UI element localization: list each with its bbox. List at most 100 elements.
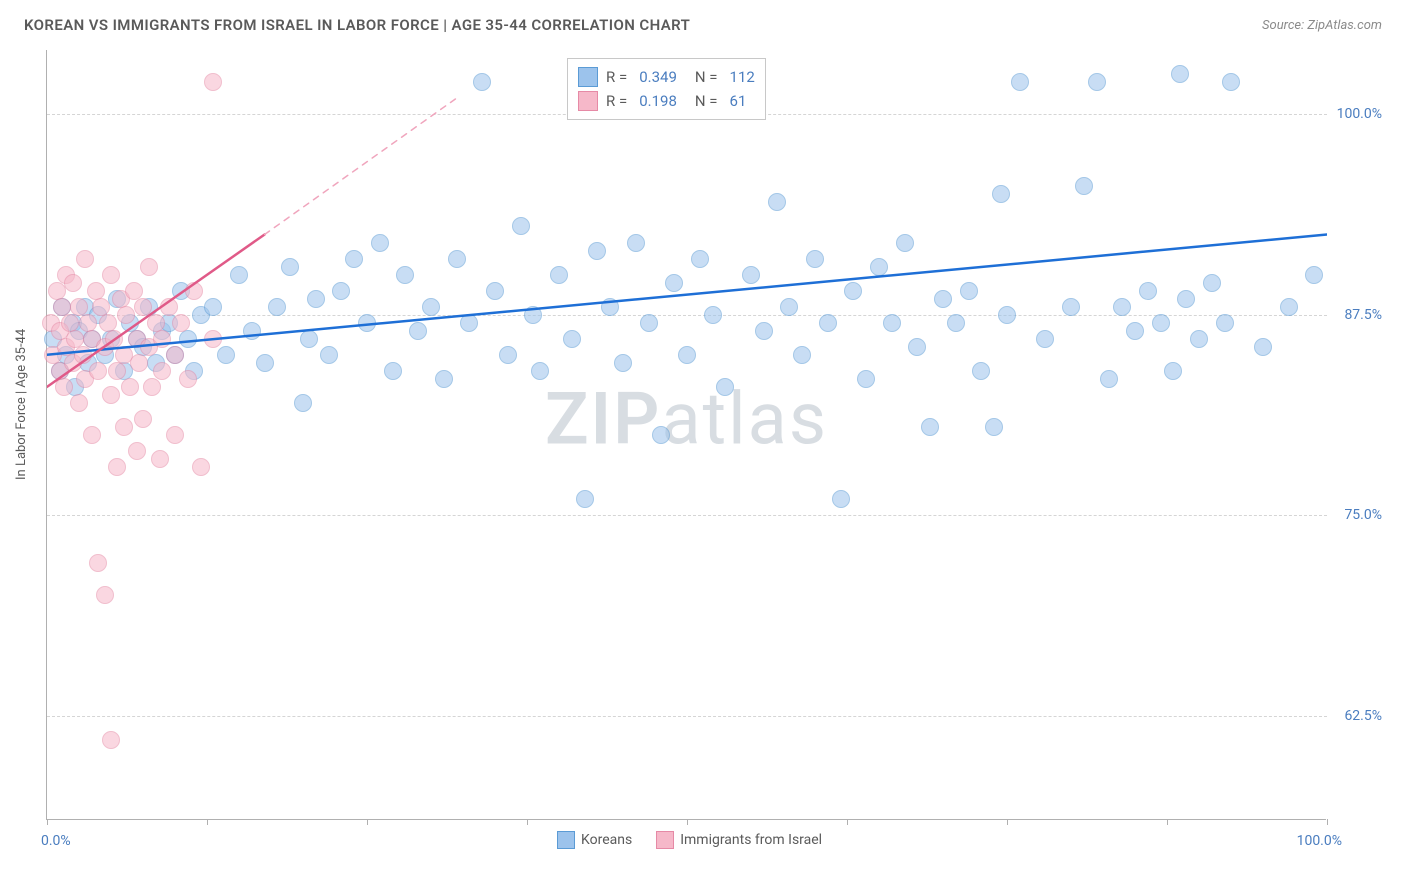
scatter-point: [396, 266, 414, 284]
scatter-point: [627, 234, 645, 252]
scatter-point: [185, 282, 203, 300]
scatter-point: [473, 73, 491, 91]
chart-source: Source: ZipAtlas.com: [1262, 18, 1382, 33]
scatter-point: [1280, 298, 1298, 316]
r-value: 0.349: [639, 68, 677, 86]
scatter-point: [230, 266, 248, 284]
bottom-legend-israel: Immigrants from Israel: [656, 831, 822, 849]
scatter-point: [448, 250, 466, 268]
x-tick: [207, 819, 208, 825]
scatter-point: [524, 306, 542, 324]
scatter-point: [512, 217, 530, 235]
scatter-point: [83, 426, 101, 444]
scatter-point: [345, 250, 363, 268]
scatter-point: [89, 362, 107, 380]
scatter-point: [1011, 73, 1029, 91]
x-tick: [1327, 819, 1328, 825]
scatter-point: [179, 370, 197, 388]
scatter-point: [134, 410, 152, 428]
x-tick: [847, 819, 848, 825]
r-label: R =: [606, 92, 627, 110]
scatter-point: [1164, 362, 1182, 380]
scatter-point: [300, 330, 318, 348]
scatter-point: [1222, 73, 1240, 91]
scatter-point: [130, 354, 148, 372]
chart-title: KOREAN VS IMMIGRANTS FROM ISRAEL IN LABO…: [24, 16, 690, 34]
scatter-point: [172, 314, 190, 332]
scatter-point: [960, 282, 978, 300]
scatter-point: [1305, 266, 1323, 284]
legend-stats-box: R = 0.349 N = 112 R = 0.198 N = 61: [567, 58, 766, 120]
scatter-point: [422, 298, 440, 316]
scatter-point: [883, 314, 901, 332]
scatter-point: [992, 185, 1010, 203]
n-label: N =: [695, 68, 718, 86]
scatter-point: [307, 290, 325, 308]
scatter-point: [102, 266, 120, 284]
scatter-point: [563, 330, 581, 348]
x-axis-end-label: 100.0%: [1297, 833, 1342, 849]
scatter-point: [96, 586, 114, 604]
gridline: [47, 515, 1327, 516]
scatter-point: [678, 346, 696, 364]
chart-header: KOREAN VS IMMIGRANTS FROM ISRAEL IN LABO…: [0, 0, 1406, 42]
scatter-point: [140, 258, 158, 276]
scatter-point: [64, 274, 82, 292]
scatter-point: [985, 418, 1003, 436]
scatter-point: [153, 330, 171, 348]
scatter-point: [1190, 330, 1208, 348]
scatter-point: [934, 290, 952, 308]
scatter-point: [108, 362, 126, 380]
scatter-point: [806, 250, 824, 268]
x-tick: [1167, 819, 1168, 825]
scatter-point: [1100, 370, 1118, 388]
scatter-point: [486, 282, 504, 300]
scatter-point: [151, 450, 169, 468]
scatter-point: [716, 378, 734, 396]
scatter-point: [166, 426, 184, 444]
scatter-point: [870, 258, 888, 276]
y-tick-label: 87.5%: [1330, 307, 1382, 323]
scatter-point: [857, 370, 875, 388]
scatter-point: [1113, 298, 1131, 316]
scatter-point: [768, 193, 786, 211]
scatter-point: [166, 346, 184, 364]
scatter-point: [588, 242, 606, 260]
scatter-point: [76, 250, 94, 268]
plot-area: ZIPatlas 62.5%75.0%87.5%100.0% R = 0.349…: [46, 50, 1326, 820]
n-label: N =: [695, 92, 718, 110]
scatter-point: [332, 282, 350, 300]
scatter-point: [409, 322, 427, 340]
y-axis-title: In Labor Force | Age 35-44: [14, 329, 29, 480]
scatter-point: [371, 234, 389, 252]
x-axis-start-label: 0.0%: [41, 833, 71, 849]
scatter-point: [1036, 330, 1054, 348]
scatter-point: [742, 266, 760, 284]
bottom-legend: Koreans Immigrants from Israel: [557, 831, 822, 849]
legend-row-koreans: R = 0.349 N = 112: [578, 65, 755, 89]
scatter-point: [70, 394, 88, 412]
scatter-point: [1177, 290, 1195, 308]
scatter-point: [1088, 73, 1106, 91]
legend-label: Immigrants from Israel: [680, 832, 822, 848]
scatter-point: [601, 298, 619, 316]
chart-container: In Labor Force | Age 35-44 ZIPatlas 62.5…: [46, 50, 1386, 850]
legend-swatch-icon: [557, 831, 575, 849]
scatter-point: [204, 73, 222, 91]
scatter-point: [652, 426, 670, 444]
scatter-point: [755, 322, 773, 340]
scatter-point: [499, 346, 517, 364]
x-tick: [47, 819, 48, 825]
n-value: 112: [730, 68, 755, 86]
y-tick-label: 100.0%: [1330, 106, 1382, 122]
scatter-point: [1203, 274, 1221, 292]
bottom-legend-koreans: Koreans: [557, 831, 632, 849]
x-tick: [527, 819, 528, 825]
scatter-point: [1216, 314, 1234, 332]
scatter-point: [921, 418, 939, 436]
scatter-point: [384, 362, 402, 380]
scatter-point: [819, 314, 837, 332]
scatter-point: [998, 306, 1016, 324]
scatter-point: [256, 354, 274, 372]
trend-line-israel-dash: [265, 98, 457, 234]
